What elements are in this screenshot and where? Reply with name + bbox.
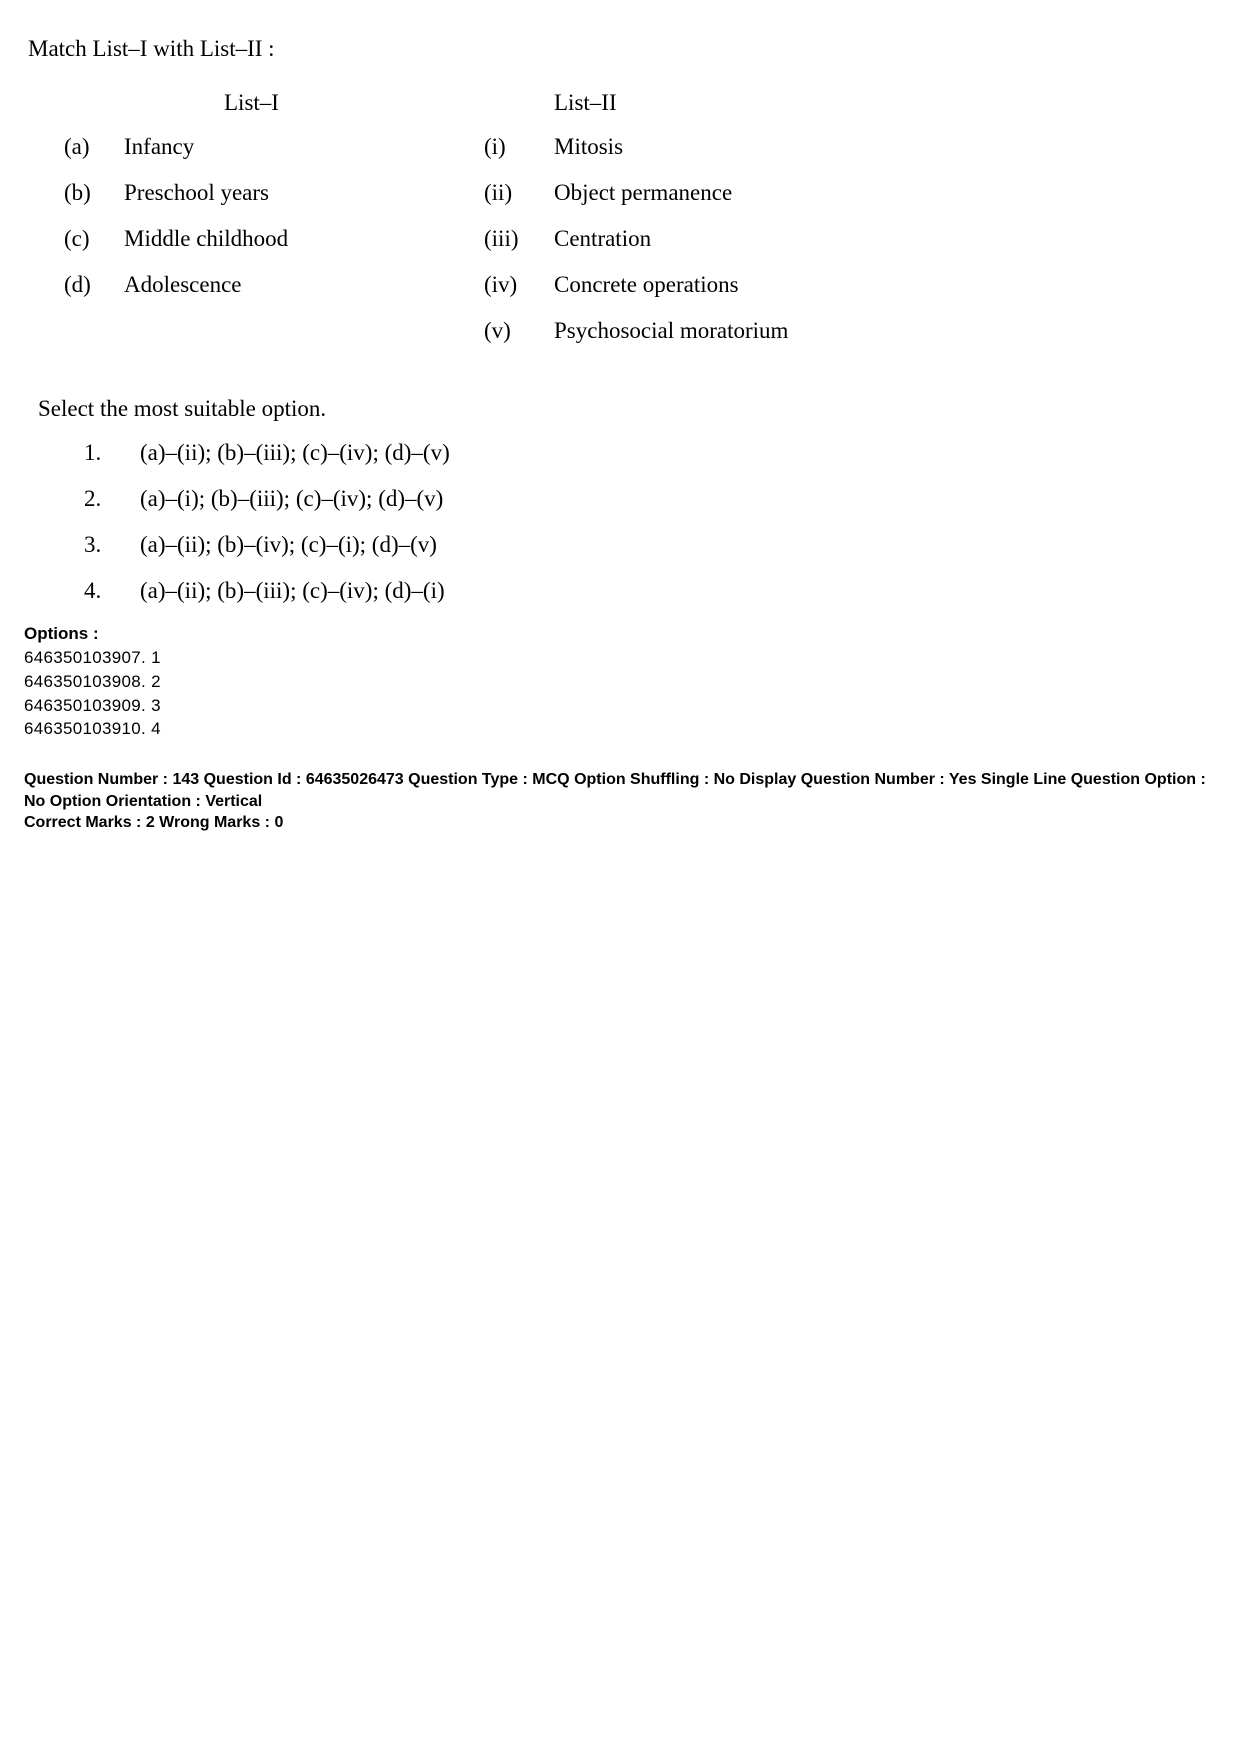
list-1-heading: List–I bbox=[224, 90, 484, 116]
list-2-marker: (iv) bbox=[484, 272, 554, 298]
match-lists: List–I (a) Infancy (b) Preschool years (… bbox=[64, 90, 1216, 364]
list-1-item: (d) Adolescence bbox=[64, 272, 484, 298]
answer-choice: 4. (a)–(ii); (b)–(iii); (c)–(iv); (d)–(i… bbox=[84, 578, 1216, 604]
list-2-item: (iv) Concrete operations bbox=[484, 272, 984, 298]
list-1-marker: (d) bbox=[64, 272, 124, 298]
select-instruction: Select the most suitable option. bbox=[38, 396, 1216, 422]
list-2-text: Object permanence bbox=[554, 180, 732, 206]
list-2-text: Psychosocial moratorium bbox=[554, 318, 788, 344]
list-1-text: Preschool years bbox=[124, 180, 269, 206]
list-2-marker: (i) bbox=[484, 134, 554, 160]
list-1-item: (b) Preschool years bbox=[64, 180, 484, 206]
list-1-marker: (c) bbox=[64, 226, 124, 252]
list-2-item: (i) Mitosis bbox=[484, 134, 984, 160]
answer-text: (a)–(i); (b)–(iii); (c)–(iv); (d)–(v) bbox=[140, 486, 443, 512]
list-2-text: Centration bbox=[554, 226, 651, 252]
list-1-marker: (b) bbox=[64, 180, 124, 206]
list-2-text: Mitosis bbox=[554, 134, 623, 160]
list-2-heading: List–II bbox=[554, 90, 984, 116]
option-line: 646350103907. 1 bbox=[24, 646, 1216, 670]
list-1-item: (c) Middle childhood bbox=[64, 226, 484, 252]
list-2-item: (iii) Centration bbox=[484, 226, 984, 252]
meta-line-2: Correct Marks : 2 Wrong Marks : 0 bbox=[24, 812, 1216, 834]
option-line: 646350103908. 2 bbox=[24, 670, 1216, 694]
question-title: Match List–I with List–II : bbox=[28, 36, 1216, 62]
option-line: 646350103910. 4 bbox=[24, 717, 1216, 741]
options-header: Options : bbox=[24, 624, 1216, 644]
answer-choice: 1. (a)–(ii); (b)–(iii); (c)–(iv); (d)–(v… bbox=[84, 440, 1216, 466]
list-2-marker: (v) bbox=[484, 318, 554, 344]
answer-choices: 1. (a)–(ii); (b)–(iii); (c)–(iv); (d)–(v… bbox=[84, 440, 1216, 604]
list-1-column: List–I (a) Infancy (b) Preschool years (… bbox=[64, 90, 484, 364]
list-1-marker: (a) bbox=[64, 134, 124, 160]
list-2-column: List–II (i) Mitosis (ii) Object permanen… bbox=[484, 90, 984, 364]
list-2-marker: (ii) bbox=[484, 180, 554, 206]
answer-text: (a)–(ii); (b)–(iv); (c)–(i); (d)–(v) bbox=[140, 532, 437, 558]
list-2-text: Concrete operations bbox=[554, 272, 739, 298]
list-2-marker: (iii) bbox=[484, 226, 554, 252]
answer-number: 1. bbox=[84, 440, 140, 466]
list-2-item: (v) Psychosocial moratorium bbox=[484, 318, 984, 344]
answer-text: (a)–(ii); (b)–(iii); (c)–(iv); (d)–(i) bbox=[140, 578, 445, 604]
answer-number: 2. bbox=[84, 486, 140, 512]
list-1-text: Adolescence bbox=[124, 272, 242, 298]
list-1-item: (a) Infancy bbox=[64, 134, 484, 160]
list-1-text: Middle childhood bbox=[124, 226, 288, 252]
answer-number: 3. bbox=[84, 532, 140, 558]
answer-number: 4. bbox=[84, 578, 140, 604]
answer-choice: 3. (a)–(ii); (b)–(iv); (c)–(i); (d)–(v) bbox=[84, 532, 1216, 558]
list-2-item: (ii) Object permanence bbox=[484, 180, 984, 206]
meta-line-1: Question Number : 143 Question Id : 6463… bbox=[24, 769, 1216, 812]
question-metadata: Question Number : 143 Question Id : 6463… bbox=[24, 769, 1216, 834]
list-1-text: Infancy bbox=[124, 134, 194, 160]
answer-choice: 2. (a)–(i); (b)–(iii); (c)–(iv); (d)–(v) bbox=[84, 486, 1216, 512]
option-line: 646350103909. 3 bbox=[24, 694, 1216, 718]
answer-text: (a)–(ii); (b)–(iii); (c)–(iv); (d)–(v) bbox=[140, 440, 450, 466]
